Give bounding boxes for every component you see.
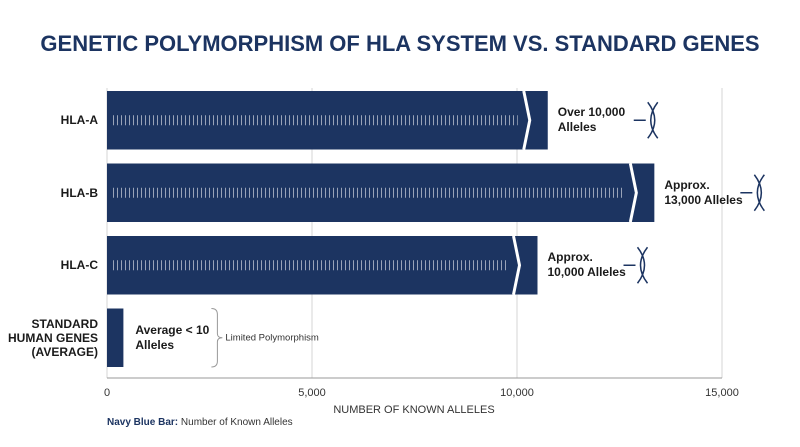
annotation: Approx. 10,000 Alleles bbox=[547, 250, 626, 280]
y-tick-label: HLA-C bbox=[60, 258, 98, 273]
bar bbox=[107, 163, 655, 222]
note-label: Navy Blue Bar: bbox=[107, 417, 178, 428]
dna-icon bbox=[623, 246, 649, 284]
bar-break bbox=[628, 163, 638, 223]
brace bbox=[211, 308, 223, 368]
annotation: Average < 10 Alleles bbox=[135, 322, 210, 352]
annotation: Approx. 13,000 Alleles bbox=[664, 177, 743, 207]
bar bbox=[107, 308, 124, 367]
x-tick-label: 0 bbox=[104, 387, 110, 399]
annotation: Over 10,000 Alleles bbox=[557, 105, 626, 135]
bar bbox=[107, 236, 538, 295]
bar-break bbox=[522, 90, 532, 150]
bar bbox=[107, 91, 548, 150]
side-note: Limited Polymorphism bbox=[225, 332, 319, 343]
x-axis-label: NUMBER OF KNOWN ALLELES bbox=[333, 404, 494, 416]
y-tick-label: STANDARD HUMAN GENES (AVERAGE) bbox=[8, 316, 99, 359]
chart-title: GENETIC POLYMORPHISM OF HLA SYSTEM VS. S… bbox=[40, 31, 759, 56]
y-tick-label: HLA-A bbox=[60, 113, 98, 128]
x-tick-label: 10,000 bbox=[500, 387, 534, 399]
x-tick-label: 5,000 bbox=[298, 387, 326, 399]
x-tick-label: 15,000 bbox=[705, 387, 739, 399]
y-tick-label: HLA-B bbox=[60, 185, 98, 200]
note: Navy Blue Bar: Number of Known Alleles bbox=[107, 417, 293, 428]
dna-icon bbox=[633, 101, 659, 139]
note-text: Number of Known Alleles bbox=[181, 417, 293, 428]
dna-icon bbox=[740, 174, 765, 212]
bar-break bbox=[512, 235, 522, 295]
